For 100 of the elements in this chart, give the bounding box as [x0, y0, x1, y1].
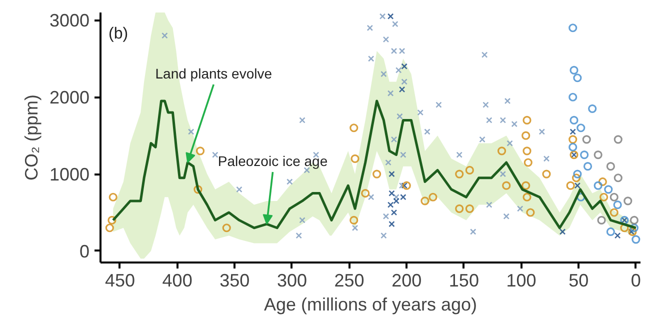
- point: [393, 194, 400, 200]
- point: [486, 202, 492, 208]
- point: [522, 131, 530, 140]
- point: [482, 102, 489, 108]
- point: [372, 170, 382, 178]
- point: [212, 152, 218, 158]
- point: [387, 90, 394, 96]
- y-axis-title: CO₂ (ppm): [21, 94, 42, 180]
- point: [570, 116, 578, 124]
- point: [299, 117, 306, 124]
- point: [350, 124, 358, 132]
- point: [108, 192, 118, 202]
- point: [402, 181, 411, 190]
- point: [566, 181, 575, 190]
- point: [368, 56, 374, 62]
- point: [387, 13, 394, 20]
- line-series: [112, 100, 638, 230]
- point: [600, 192, 608, 202]
- point: [628, 227, 637, 236]
- point: [350, 154, 360, 163]
- point: [401, 182, 408, 189]
- point: [393, 198, 400, 204]
- point: [543, 156, 550, 162]
- point: [632, 235, 640, 244]
- point: [522, 116, 532, 124]
- point: [455, 204, 464, 213]
- point: [470, 228, 476, 235]
- x-tick-label: 200: [392, 270, 422, 290]
- point: [628, 228, 634, 235]
- point: [396, 113, 403, 120]
- point: [486, 117, 492, 124]
- point: [630, 216, 638, 224]
- point: [388, 190, 395, 196]
- point: [286, 178, 293, 185]
- point: [222, 224, 231, 232]
- point: [398, 182, 406, 189]
- point: [436, 102, 442, 108]
- point: [420, 196, 430, 206]
- point: [506, 140, 513, 146]
- point: [465, 166, 474, 174]
- point: [610, 208, 618, 217]
- annotation: (b): [108, 26, 128, 42]
- point: [594, 181, 602, 190]
- point: [522, 181, 530, 190]
- y-tick-label: 3000: [49, 10, 90, 31]
- y-tick-label: 2000: [49, 88, 90, 108]
- point: [400, 194, 406, 200]
- point: [630, 224, 638, 232]
- point: [385, 159, 392, 166]
- point: [388, 170, 395, 178]
- point: [574, 182, 581, 189]
- point: [424, 128, 430, 135]
- point: [576, 124, 586, 132]
- point: [380, 232, 387, 239]
- point: [368, 194, 374, 200]
- point: [597, 216, 606, 224]
- point: [361, 188, 370, 198]
- point: [568, 24, 578, 32]
- point: [572, 174, 581, 182]
- point: [352, 224, 358, 232]
- x-axis-title: Age (millions of years ago): [264, 294, 478, 314]
- point: [380, 70, 387, 78]
- x-tick-label: 100: [506, 270, 536, 290]
- point: [614, 135, 622, 144]
- point: [522, 146, 532, 156]
- point: [296, 232, 302, 239]
- point: [624, 196, 632, 206]
- point: [481, 52, 488, 58]
- point: [568, 92, 578, 102]
- point: [390, 209, 398, 216]
- point: [395, 67, 402, 74]
- point: [456, 152, 462, 158]
- point: [606, 162, 615, 171]
- point: [299, 217, 306, 224]
- point: [400, 152, 406, 158]
- point: [500, 117, 506, 124]
- point: [573, 170, 582, 178]
- point: [526, 208, 535, 217]
- point: [524, 158, 532, 167]
- point: [455, 170, 464, 178]
- x-tick-label: 350: [220, 270, 250, 290]
- point: [401, 63, 408, 70]
- point: [568, 142, 578, 152]
- point: [598, 177, 607, 186]
- point: [503, 213, 510, 220]
- point: [196, 146, 205, 156]
- x-tick-label: 150: [448, 270, 479, 290]
- point: [573, 74, 582, 82]
- y-tick-label: 0: [79, 241, 90, 262]
- point: [382, 36, 390, 43]
- point: [188, 128, 194, 135]
- point: [559, 228, 566, 235]
- point: [613, 200, 622, 210]
- point: [382, 213, 390, 220]
- point: [350, 216, 358, 224]
- point: [570, 128, 576, 135]
- point: [570, 66, 578, 74]
- annotation: Land plants evolve: [155, 66, 272, 82]
- point: [583, 162, 592, 171]
- point: [568, 135, 578, 144]
